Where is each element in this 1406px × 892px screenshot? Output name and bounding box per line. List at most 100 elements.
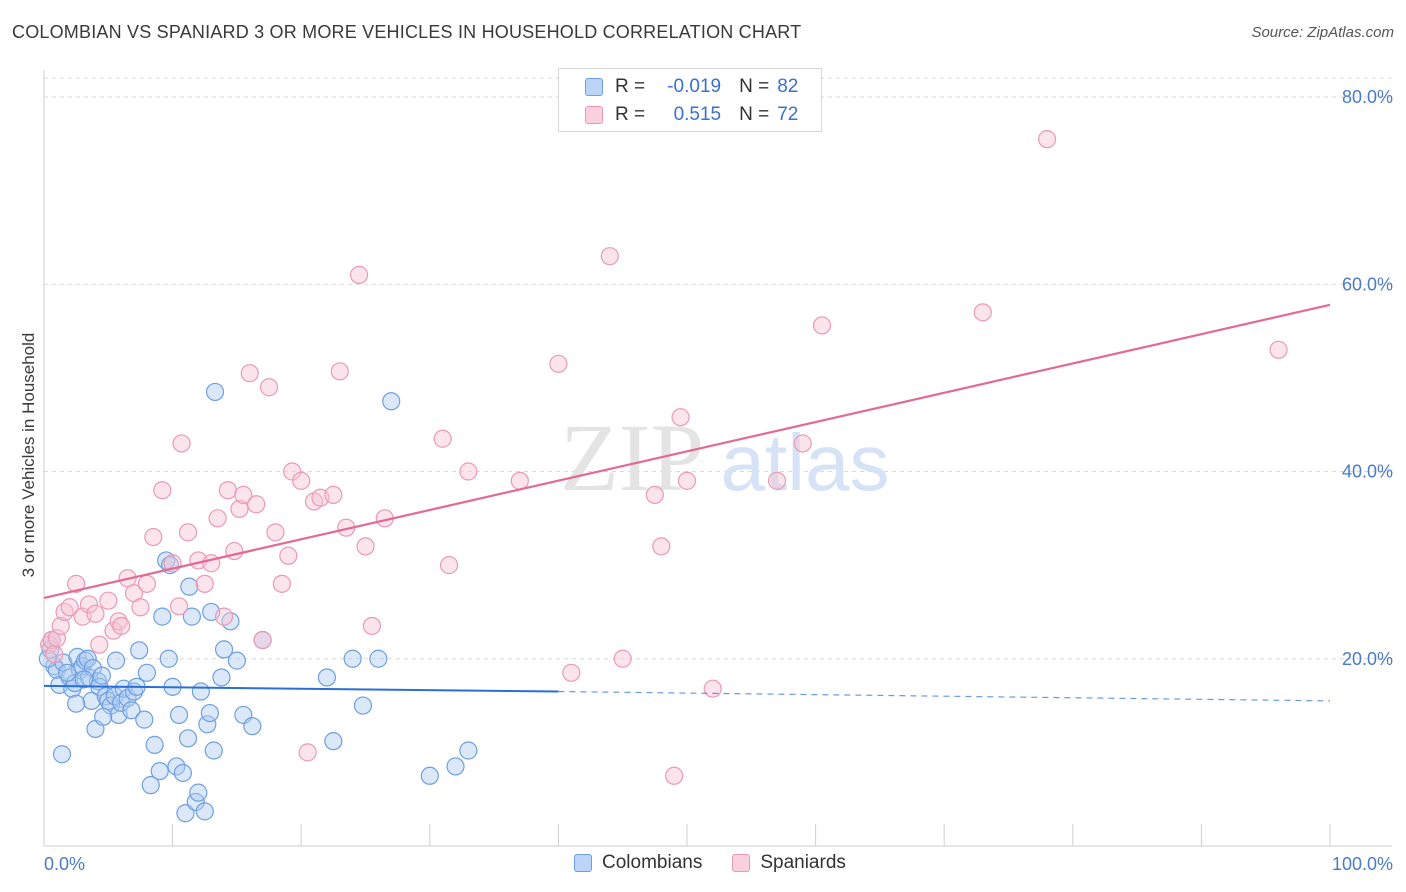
point-colombian	[150, 761, 169, 781]
point-spaniard	[362, 616, 382, 636]
spaniards-swatch	[732, 854, 751, 872]
point-spaniard	[218, 481, 237, 500]
r-value: 0.515	[673, 104, 722, 125]
point-colombian	[176, 804, 195, 823]
point-spaniard	[172, 434, 191, 453]
trend-lines	[43, 303, 1331, 702]
point-spaniard	[645, 485, 664, 505]
point-spaniard	[439, 556, 459, 575]
axes	[43, 70, 1392, 847]
point-spaniard	[665, 766, 684, 785]
stats-row-colombians: R = -0.019 N = 82	[585, 76, 798, 98]
point-spaniard	[247, 495, 266, 514]
point-spaniard	[279, 546, 298, 565]
point-colombian	[317, 668, 337, 687]
point-colombian	[324, 732, 343, 751]
tick-labels: 20.0% 40.0% 60.0% 80.0% 0.0% 100.0%	[44, 87, 1393, 874]
r-label: R =	[615, 104, 646, 125]
point-spaniard	[266, 523, 285, 542]
point-colombian	[58, 663, 77, 682]
n-label: N =	[739, 76, 770, 97]
point-colombian	[67, 694, 86, 713]
watermark: ZIP atlas	[560, 404, 889, 511]
point-spaniard	[703, 679, 722, 698]
point-spaniard	[153, 481, 172, 500]
y-tick-label: 20.0%	[1342, 649, 1393, 669]
point-colombian	[169, 705, 189, 725]
point-spaniard	[459, 462, 478, 481]
legend-item-spaniards[interactable]: Spaniards	[732, 852, 846, 874]
point-colombian	[145, 735, 164, 754]
point-spaniard	[767, 471, 787, 490]
watermark-atlas: atlas	[721, 418, 890, 507]
point-colombian	[189, 783, 208, 802]
y-tick-label: 60.0%	[1342, 274, 1393, 294]
point-spaniard	[973, 303, 992, 322]
point-spaniard	[433, 429, 452, 448]
point-spaniard	[562, 663, 581, 682]
legend-item-colombians[interactable]: Colombians	[574, 852, 702, 874]
point-spaniard	[292, 471, 311, 490]
point-spaniard	[195, 574, 214, 593]
point-spaniard	[230, 499, 249, 519]
point-colombian	[200, 703, 219, 723]
point-spaniard	[259, 378, 279, 397]
point-colombian	[227, 651, 246, 670]
point-spaniard	[1269, 340, 1288, 359]
point-colombian	[369, 649, 388, 668]
point-spaniard	[240, 364, 259, 383]
point-colombian	[137, 663, 156, 682]
point-spaniard	[67, 574, 86, 593]
point-colombian	[382, 392, 401, 411]
point-colombian	[353, 696, 373, 715]
trend-line-spaniards	[43, 303, 1331, 599]
point-colombian	[198, 715, 217, 734]
point-colombian	[52, 745, 72, 764]
chart-title: COLOMBIAN VS SPANIARD 3 OR MORE VEHICLES…	[12, 22, 802, 42]
point-spaniard	[613, 649, 632, 668]
point-colombian	[78, 649, 97, 668]
point-spaniard	[99, 591, 118, 610]
watermark-zip: ZIP	[560, 404, 704, 511]
point-spaniard	[79, 595, 99, 614]
point-spaniard	[812, 316, 832, 335]
point-colombian	[459, 741, 478, 760]
point-spaniard	[324, 485, 343, 505]
point-spaniard	[671, 408, 690, 427]
point-spaniard	[272, 574, 292, 593]
x-tick-label: 100.0%	[1332, 854, 1393, 874]
point-spaniard	[234, 485, 253, 505]
n-label: N =	[739, 104, 770, 125]
point-colombian	[191, 682, 210, 701]
point-spaniard	[356, 537, 375, 556]
x-tick-label: 0.0%	[44, 854, 85, 874]
point-spaniard	[510, 471, 529, 490]
source-label: Source: ZipAtlas.com	[1251, 24, 1394, 41]
point-colombian	[214, 640, 234, 659]
point-colombian	[153, 607, 172, 626]
legend-label-spaniards: Spaniards	[760, 852, 846, 873]
n-value: 82	[777, 76, 799, 97]
point-spaniard	[51, 616, 70, 636]
point-colombian	[212, 668, 231, 687]
point-colombian	[106, 651, 126, 670]
colombians-swatch	[585, 78, 603, 96]
point-spaniard	[349, 265, 369, 284]
colombians-swatch	[574, 854, 592, 872]
point-colombian	[122, 701, 141, 720]
point-spaniard	[90, 635, 109, 654]
y-tick-label: 80.0%	[1342, 87, 1393, 107]
point-spaniard	[86, 604, 105, 623]
point-colombian	[195, 802, 214, 821]
y-axis-title: 3 or more Vehicles in Household	[19, 333, 38, 578]
point-spaniard	[169, 597, 189, 616]
legend-label-colombians: Colombians	[602, 852, 703, 873]
point-colombian	[205, 382, 225, 402]
point-spaniard	[225, 541, 244, 561]
stats-legend: R = -0.019 N = 82 R = 0.515 N = 72	[558, 68, 822, 132]
point-spaniard	[652, 537, 671, 556]
series-spaniards	[40, 130, 1288, 785]
stats-row-spaniards: R = 0.515 N = 72	[585, 104, 798, 126]
point-spaniard	[131, 598, 150, 617]
point-spaniard	[677, 471, 697, 490]
